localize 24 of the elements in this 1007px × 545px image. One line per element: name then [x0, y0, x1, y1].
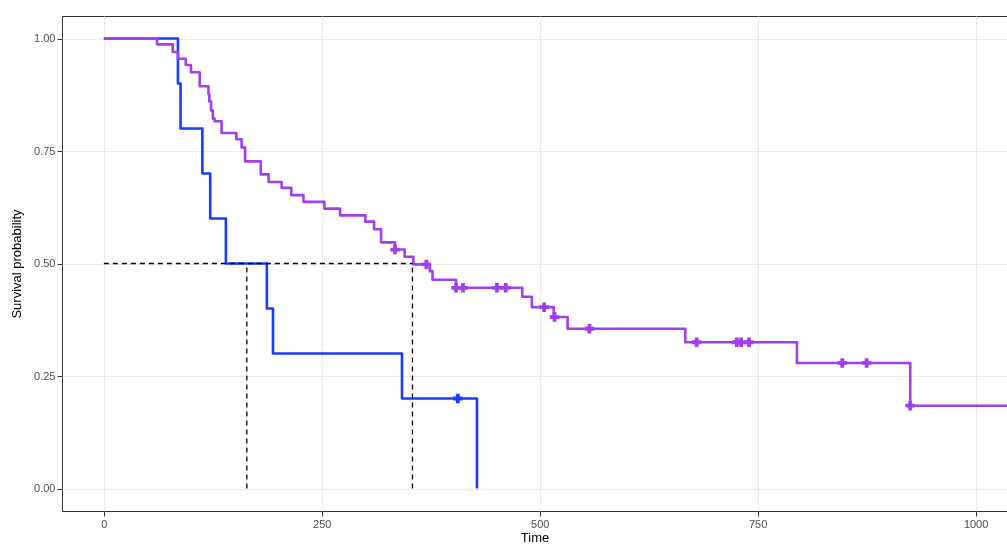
- x-tick-label: 250: [313, 517, 332, 530]
- point: [539, 302, 549, 312]
- point: [458, 283, 468, 293]
- y-tick-label: 0.25: [34, 369, 56, 382]
- x-axis-title: Time: [520, 529, 550, 545]
- y-tick-label: 0.00: [34, 482, 56, 494]
- y-tick-label: 0.50: [34, 257, 56, 269]
- y-tick-label: 0.75: [34, 144, 56, 157]
- y-axis-title: Survival probability: [9, 208, 25, 319]
- point: [500, 283, 511, 293]
- point: [492, 283, 502, 293]
- x-tick-label: 750: [748, 517, 768, 530]
- x-tick-label: 500: [531, 517, 550, 530]
- point: [837, 358, 847, 368]
- point: [691, 337, 702, 347]
- x-tick-label: 1000: [963, 517, 989, 530]
- point: [905, 400, 915, 411]
- x-tick-label: 0: [101, 517, 108, 530]
- point: [861, 358, 872, 368]
- y-tick-label: 1.00: [34, 32, 56, 44]
- point: [453, 393, 463, 404]
- point: [744, 337, 754, 347]
- point: [390, 244, 400, 255]
- point: [549, 312, 560, 322]
